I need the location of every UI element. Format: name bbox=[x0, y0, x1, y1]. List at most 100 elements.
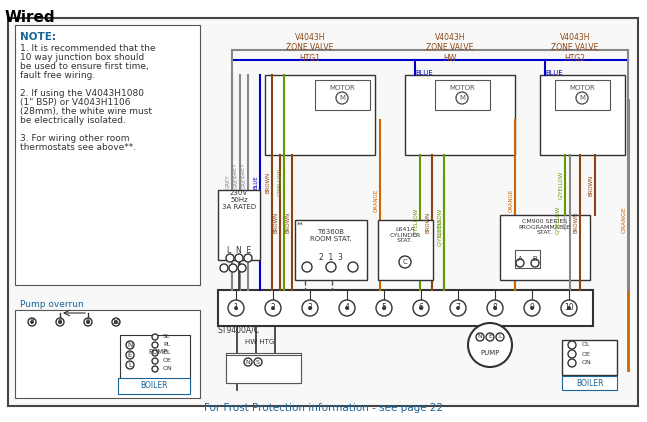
Text: 2  1  3: 2 1 3 bbox=[319, 254, 343, 262]
Circle shape bbox=[229, 264, 237, 272]
Text: OL: OL bbox=[582, 343, 591, 347]
Text: CM900 SERIES
PROGRAMMABLE
STAT.: CM900 SERIES PROGRAMMABLE STAT. bbox=[519, 219, 571, 235]
Text: BROWN: BROWN bbox=[426, 211, 430, 233]
Bar bbox=[315, 80, 370, 110]
Text: ORANGE: ORANGE bbox=[622, 207, 626, 233]
Text: N: N bbox=[477, 335, 483, 340]
Text: BROWN: BROWN bbox=[265, 171, 270, 192]
Text: ORANGE: ORANGE bbox=[373, 188, 378, 211]
Text: PUMP: PUMP bbox=[480, 350, 499, 356]
Text: 2. If using the V4043H1080: 2. If using the V4043H1080 bbox=[20, 89, 144, 98]
Circle shape bbox=[126, 361, 134, 369]
Text: BROWN: BROWN bbox=[589, 174, 593, 196]
Circle shape bbox=[115, 320, 118, 324]
Text: ON: ON bbox=[582, 360, 592, 365]
Circle shape bbox=[152, 358, 158, 364]
Bar bbox=[226, 355, 301, 383]
Text: GREY: GREY bbox=[241, 175, 247, 189]
Text: Wired: Wired bbox=[5, 10, 56, 25]
Circle shape bbox=[226, 254, 234, 262]
Circle shape bbox=[568, 341, 576, 349]
Text: ON: ON bbox=[163, 366, 173, 371]
Text: BROWN: BROWN bbox=[285, 211, 291, 233]
Circle shape bbox=[272, 306, 274, 309]
Text: 3: 3 bbox=[307, 303, 313, 313]
Circle shape bbox=[28, 318, 36, 326]
Text: OE: OE bbox=[163, 359, 172, 363]
Circle shape bbox=[235, 254, 243, 262]
Text: L  N  E: L N E bbox=[227, 246, 251, 254]
Text: E: E bbox=[488, 335, 492, 340]
Text: 8: 8 bbox=[58, 319, 62, 325]
Circle shape bbox=[87, 320, 89, 324]
Circle shape bbox=[382, 306, 386, 309]
Bar bbox=[120, 335, 190, 390]
Circle shape bbox=[531, 259, 539, 267]
Circle shape bbox=[468, 323, 512, 367]
Bar bbox=[555, 80, 610, 110]
Text: V4043H
ZONE VALVE
HTG2: V4043H ZONE VALVE HTG2 bbox=[551, 33, 598, 63]
Bar bbox=[435, 80, 490, 110]
Text: SL: SL bbox=[163, 335, 170, 340]
Text: HW HTG: HW HTG bbox=[245, 339, 274, 345]
Circle shape bbox=[152, 366, 158, 372]
Text: 8: 8 bbox=[492, 303, 498, 313]
Bar bbox=[562, 340, 617, 375]
Text: MOTOR: MOTOR bbox=[569, 85, 595, 91]
Circle shape bbox=[238, 264, 246, 272]
Text: A: A bbox=[518, 256, 522, 262]
Text: ST9400A/C: ST9400A/C bbox=[218, 325, 260, 335]
Text: N: N bbox=[127, 342, 133, 348]
Text: thermostats see above**.: thermostats see above**. bbox=[20, 143, 136, 152]
Text: (1" BSP) or V4043H1106: (1" BSP) or V4043H1106 bbox=[20, 98, 131, 107]
Text: 10: 10 bbox=[111, 319, 120, 325]
Text: G/YELLOW: G/YELLOW bbox=[278, 168, 283, 196]
Circle shape bbox=[531, 306, 534, 309]
Circle shape bbox=[376, 300, 392, 316]
Circle shape bbox=[486, 333, 494, 341]
Circle shape bbox=[336, 92, 348, 104]
Bar bbox=[378, 220, 433, 280]
Text: 7: 7 bbox=[30, 319, 34, 325]
Circle shape bbox=[265, 300, 281, 316]
Text: L641A
CYLINDER
STAT.: L641A CYLINDER STAT. bbox=[389, 227, 421, 243]
Text: MOTOR: MOTOR bbox=[329, 85, 355, 91]
Text: 1. It is recommended that the: 1. It is recommended that the bbox=[20, 44, 156, 53]
Text: ORANGE: ORANGE bbox=[509, 188, 514, 211]
Circle shape bbox=[524, 300, 540, 316]
Text: OL: OL bbox=[163, 351, 171, 355]
Bar bbox=[562, 376, 617, 390]
Text: BROWN: BROWN bbox=[274, 211, 278, 233]
Circle shape bbox=[152, 350, 158, 356]
Circle shape bbox=[516, 259, 524, 267]
Text: GREY: GREY bbox=[232, 163, 237, 177]
Circle shape bbox=[450, 300, 466, 316]
Text: NOTE:: NOTE: bbox=[20, 32, 56, 42]
Text: L: L bbox=[498, 335, 502, 340]
Text: L: L bbox=[128, 362, 132, 368]
Text: 6: 6 bbox=[419, 303, 423, 313]
Text: 9: 9 bbox=[86, 319, 90, 325]
Circle shape bbox=[244, 254, 252, 262]
Text: GREY: GREY bbox=[564, 215, 569, 229]
Text: BOILER: BOILER bbox=[140, 381, 168, 390]
Bar bbox=[226, 353, 301, 383]
Text: be electrically isolated.: be electrically isolated. bbox=[20, 116, 126, 125]
Circle shape bbox=[476, 333, 484, 341]
Circle shape bbox=[456, 92, 468, 104]
Bar bbox=[295, 220, 367, 280]
Text: 5: 5 bbox=[382, 303, 386, 313]
Text: G/YELLOW: G/YELLOW bbox=[558, 171, 564, 199]
Text: BLUE: BLUE bbox=[415, 70, 433, 76]
Circle shape bbox=[126, 351, 134, 359]
Circle shape bbox=[302, 262, 312, 272]
Text: M: M bbox=[339, 95, 345, 101]
Text: BOILER: BOILER bbox=[576, 379, 604, 387]
Bar bbox=[540, 75, 625, 155]
Circle shape bbox=[419, 306, 422, 309]
Text: S: S bbox=[256, 360, 260, 365]
Circle shape bbox=[58, 320, 61, 324]
Text: GREY: GREY bbox=[241, 163, 245, 177]
Circle shape bbox=[220, 264, 228, 272]
Text: PUMP: PUMP bbox=[148, 349, 168, 355]
